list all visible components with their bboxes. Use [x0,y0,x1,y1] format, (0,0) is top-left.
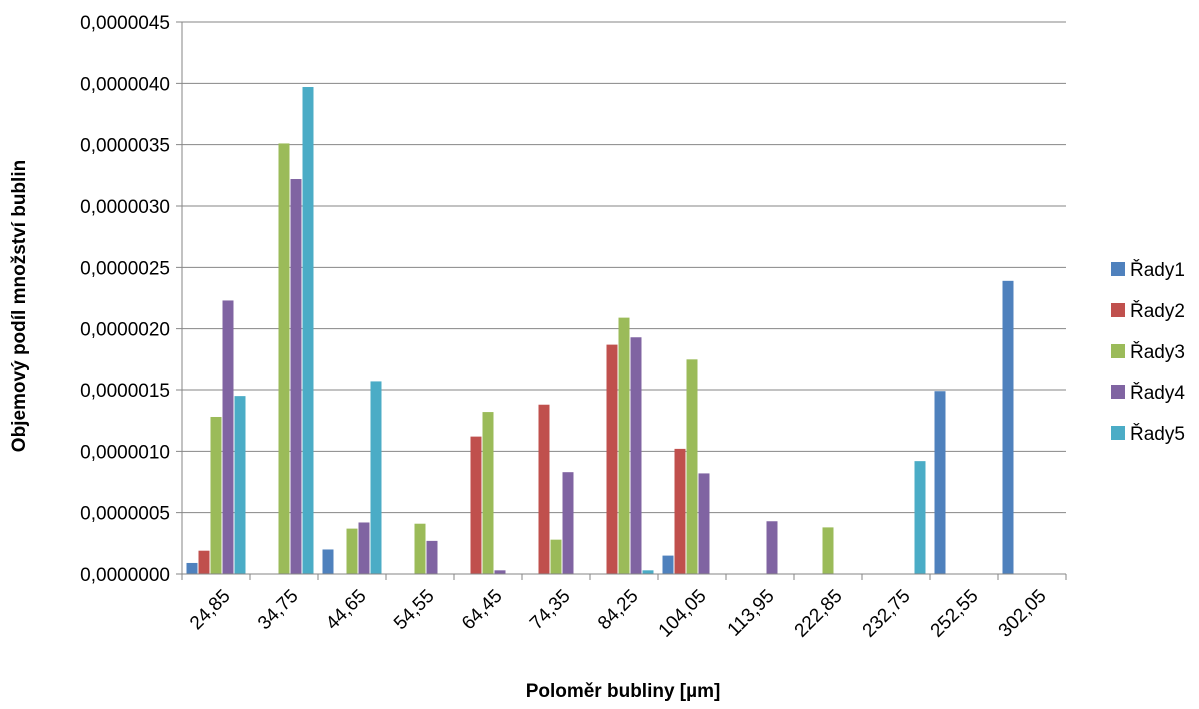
y-tick-label: 0,0000015 [80,381,170,402]
y-tick-label: 0,0000000 [80,565,170,586]
bar-Řady2-24,85 [198,550,210,574]
bar-Řady3-64,45 [482,412,494,574]
y-tick-label: 0,0000010 [80,442,170,463]
bar-Řady4-74,35 [562,472,574,574]
bar-Řady3-44,65 [346,528,358,574]
bar-Řady3-24,85 [210,416,222,574]
legend-swatch [1111,344,1125,358]
x-tick-label: 252,55 [927,586,983,642]
legend-swatch [1111,426,1125,440]
bar-Řady4-44,65 [358,522,370,574]
x-tick-label: 222,85 [791,586,847,642]
x-tick-label: 232,75 [859,586,915,642]
bar-Řady4-24,85 [222,300,234,574]
y-tick-label: 0,0000045 [80,13,170,34]
y-tick-label: 0,0000020 [80,320,170,341]
x-tick-label: 74,35 [526,586,574,634]
bar-Řady5-44,65 [370,381,382,574]
bar-Řady1-24,85 [186,562,198,574]
bar-Řady2-74,35 [538,404,550,574]
y-tick-label: 0,0000035 [80,136,170,157]
bar-Řady3-104,05 [686,359,698,574]
bar-Řady3-54,55 [414,523,426,574]
x-tick-label: 44,65 [322,586,370,634]
legend: Řady1 Řady2 Řady3 Řady4 Řady5 [1111,259,1185,445]
bar-Řady5-84,25 [642,570,654,574]
bar-Řady3-74,35 [550,539,562,574]
y-tick-label: 0,0000030 [80,197,170,218]
y-axis-ticks: 0,0000000 0,0000005 0,0000010 0,0000015 0,00… [80,13,170,586]
x-axis-title: Poloměr bubliny [µm] [526,681,721,702]
bar-Řady1-252,55 [934,391,946,574]
legend-swatch [1111,385,1125,399]
bar-Řady1-44,65 [322,549,334,574]
bar-Řady3-222,85 [822,527,834,574]
y-tick-label: 0,0000025 [80,258,170,279]
bar-Řady1-104,05 [662,555,674,574]
bar-Řady5-34,75 [302,87,314,574]
legend-label: Řady1 [1130,259,1185,281]
legend-swatch [1111,262,1125,276]
bar-Řady5-232,75 [914,461,926,574]
bar-Řady4-34,75 [290,179,302,574]
bar-Řady2-84,25 [606,344,618,574]
y-axis-title: Objemový podíl množství bublin [9,160,30,452]
x-tick-label: 64,45 [458,586,506,634]
bar-Řady2-104,05 [674,448,686,574]
x-tick-label: 113,95 [724,586,779,641]
legend-label: Řady5 [1130,423,1185,445]
legend-label: Řady3 [1130,341,1185,363]
bar-Řady4-54,55 [426,540,438,574]
x-tick-label: 54,55 [390,586,438,634]
x-tick-label: 302,05 [995,586,1051,642]
x-tick-label: 84,25 [594,586,642,634]
legend-swatch [1111,303,1125,317]
bar-Řady1-302,05 [1002,280,1014,574]
y-tick-label: 0,0000040 [80,74,170,95]
legend-label: Řady2 [1130,300,1185,322]
bar-Řady5-24,85 [234,396,246,574]
legend-label: Řady4 [1130,382,1185,404]
bar-Řady3-34,75 [278,143,290,574]
x-tick-label: 24,85 [186,586,234,634]
bars [186,87,1014,574]
bar-Řady4-113,95 [766,521,778,574]
x-tick-label: 34,75 [254,586,302,634]
bar-Řady2-64,45 [470,436,482,574]
x-tick-label: 104,05 [655,586,711,642]
y-tick-label: 0,0000005 [80,504,170,525]
bar-Řady4-64,45 [494,570,506,574]
bar-Řady4-84,25 [630,337,642,574]
bar-Řady3-84,25 [618,317,630,574]
x-axis-ticks: 24,85 34,75 44,65 54,55 64,45 74,35 84,25 104,0… [181,573,1067,642]
bar-Řady4-104,05 [698,473,710,574]
